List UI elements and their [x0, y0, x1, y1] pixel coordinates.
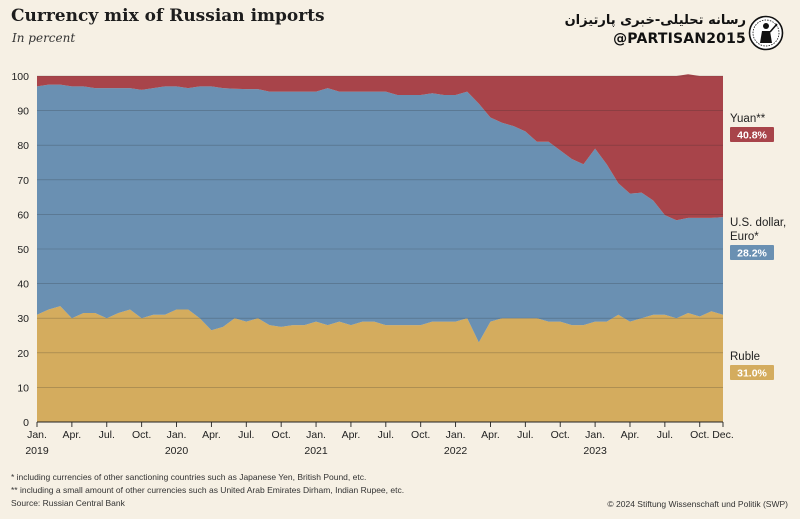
legend-label-ruble: Ruble — [730, 351, 760, 363]
x-tick-label: Jan. — [27, 429, 47, 441]
chart-subtitle: In percent — [12, 31, 76, 45]
x-tick-label: Dec. — [712, 429, 734, 441]
value-badge-u-s-dollar-euro — [730, 245, 774, 260]
value-badge-yuan — [730, 127, 774, 142]
brand-persian-name: رسانه تحلیلی-خبری پارتیزان — [564, 13, 746, 28]
area-series-yuan — [37, 74, 723, 221]
brand-block: رسانه تحلیلی-خبری پارتیزان @PARTISAN2015 — [565, 13, 746, 47]
legend-label-u-s-dollar-euro: U.S. dollar, — [730, 217, 786, 229]
chart-gridlines — [37, 75, 723, 423]
y-axis: 0 10 20 30 40 50 60 70 80 90 100 — [11, 71, 29, 429]
legend-label-yuan: Yuan** — [730, 113, 766, 125]
x-tick-label: Apr. — [481, 429, 500, 441]
x-tick-label: Oct. — [132, 429, 151, 441]
area-series-ruble — [37, 306, 723, 422]
x-year-label: 2020 — [165, 445, 189, 457]
y-tick-label: 80 — [17, 140, 29, 152]
x-tick-label: Jul. — [99, 429, 115, 441]
x-tick-label: Jan. — [167, 429, 187, 441]
x-tick-label: Oct. — [690, 429, 709, 441]
x-year-label: 2021 — [304, 445, 328, 457]
x-tick-label: Jul. — [378, 429, 394, 441]
source-note: Source: Russian Central Bank — [11, 498, 125, 508]
y-tick-label: 90 — [17, 106, 29, 118]
y-tick-label: 50 — [17, 244, 29, 256]
y-tick-label: 70 — [17, 175, 29, 187]
legend-label-u-s-dollar-euro: Euro* — [730, 231, 759, 243]
series-end-labels: Ruble 31.0% U.S. dollar, Euro* 28.2% Yuan** 40… — [730, 113, 786, 380]
y-tick-label: 0 — [23, 417, 29, 429]
x-tick-label: Oct. — [411, 429, 430, 441]
area-series-u-s-dollar-euro — [37, 84, 723, 343]
x-tick-label: Jul. — [517, 429, 533, 441]
x-year-label: 2023 — [583, 445, 607, 457]
value-badge-text-yuan: 40.8% — [737, 129, 767, 141]
x-tick-label: Jan. — [446, 429, 466, 441]
value-badge-text-u-s-dollar-euro: 28.2% — [737, 247, 767, 259]
x-tick-label: Jan. — [306, 429, 326, 441]
x-axis: Jan. Apr. Jul. Oct. Jan. Apr. Jul. Oct. Jan. Apr.… — [25, 422, 734, 457]
value-badge-ruble — [730, 365, 774, 380]
x-tick-label: Oct. — [272, 429, 291, 441]
y-tick-label: 30 — [17, 313, 29, 325]
x-tick-label: Jul. — [238, 429, 254, 441]
x-tick-label: Apr. — [342, 429, 361, 441]
chart-areas — [37, 74, 723, 422]
x-tick-label: Jan. — [585, 429, 605, 441]
x-year-label: 2019 — [25, 445, 49, 457]
y-tick-label: 20 — [17, 348, 29, 360]
x-tick-label: Apr. — [63, 429, 82, 441]
y-tick-label: 40 — [17, 279, 29, 291]
x-tick-label: Jul. — [657, 429, 673, 441]
y-tick-label: 100 — [11, 71, 29, 83]
value-badge-text-ruble: 31.0% — [737, 367, 767, 379]
copyright-credit: © 2024 Stiftung Wissenschaft und Politik… — [607, 499, 788, 509]
y-tick-label: 10 — [17, 382, 29, 394]
footnote-star: * including currencies of other sanction… — [11, 472, 367, 482]
brand-handle: @PARTISAN2015 — [613, 31, 746, 47]
footnote-double-star: ** including a small amount of other cur… — [11, 485, 405, 495]
chart-title: Currency mix of Russian imports — [11, 6, 325, 26]
x-year-label: 2022 — [444, 445, 468, 457]
x-tick-label: Oct. — [551, 429, 570, 441]
brand-logo-icon — [748, 15, 784, 51]
y-tick-label: 60 — [17, 209, 29, 221]
x-tick-label: Apr. — [202, 429, 221, 441]
x-tick-label: Apr. — [621, 429, 640, 441]
